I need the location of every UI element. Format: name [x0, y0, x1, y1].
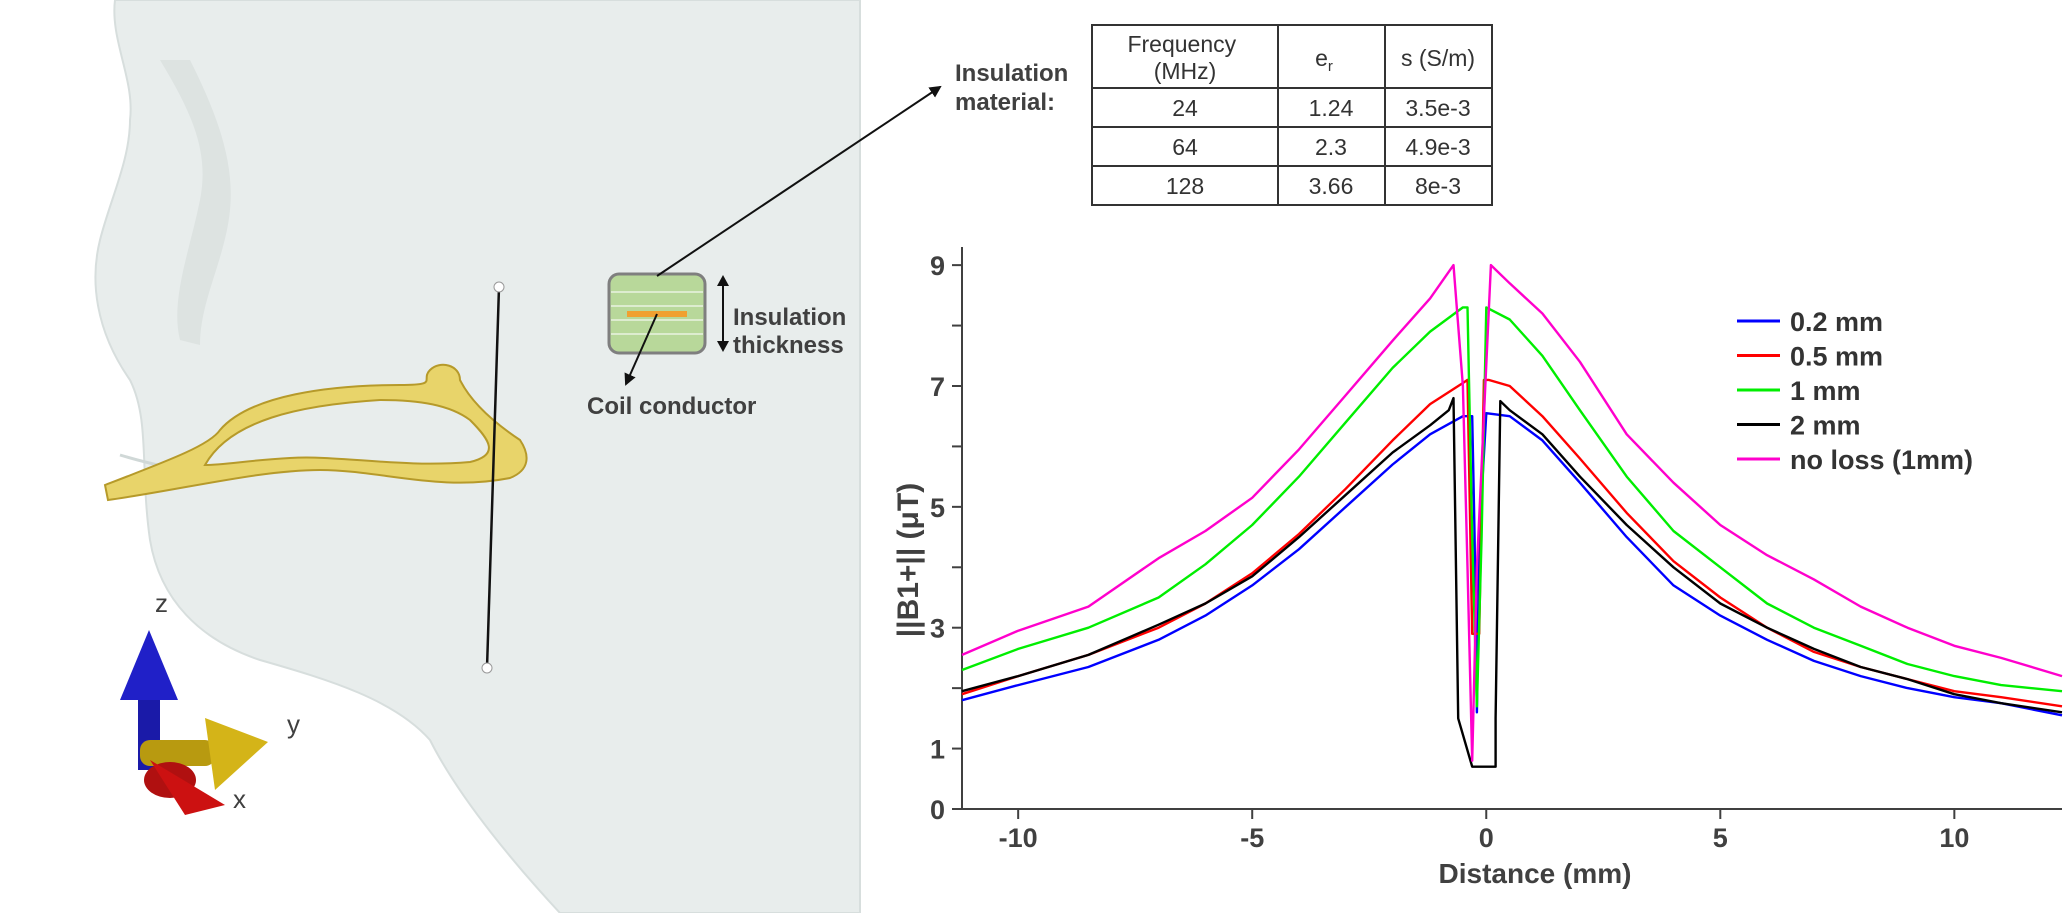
coil-conductor-label: Coil conductor [587, 393, 756, 420]
b1-chart: 0 1 3 5 7 9 -10 -5 0 5 10 Distance (mm) ||B1+|| (… [892, 247, 2063, 889]
insulation-material-label: Insulation material: [955, 60, 1075, 116]
y-tick-label: 3 [930, 614, 945, 644]
axis-label-x: x [233, 784, 246, 814]
table-cell: 3.66 [1309, 173, 1354, 199]
x-axis-title: Distance (mm) [1439, 858, 1632, 889]
x-axis-ticks: -10 -5 0 5 10 [999, 809, 1969, 853]
x-tick-label: -5 [1240, 823, 1264, 853]
series-line-4 [961, 263, 2063, 762]
material-table: Frequency (MHz) er s (S/m) 24 1.24 3.5e-… [1091, 24, 1493, 206]
probe-end-top [493, 281, 505, 293]
table-cell: 2.3 [1315, 134, 1347, 160]
y-tick-label: 1 [930, 735, 945, 765]
permittivity-subscript: r [1328, 58, 1333, 75]
insulation-thickness-line1: Insulation [733, 304, 846, 331]
coil-conductor-arrow [624, 313, 658, 386]
y-axis-ticks: 0 1 3 5 7 9 [930, 251, 962, 825]
y-arrow-shaft [140, 740, 215, 766]
y-tick-label: 9 [930, 251, 945, 281]
material-arrow [656, 85, 942, 277]
legend-label: no loss (1mm) [1790, 445, 1973, 475]
series-line-3 [961, 396, 2063, 768]
y-tick-label: 5 [930, 493, 945, 523]
head-illustration: z y x [94, 0, 861, 913]
probe-line [485, 286, 501, 669]
z-arrow-head [120, 630, 178, 700]
chart-legend: 0.2 mm 0.5 mm 1 mm 2 mm no loss (1mm) [1737, 307, 1973, 475]
legend-label: 0.2 mm [1790, 307, 1883, 337]
legend-label: 1 mm [1790, 376, 1861, 406]
axis-label-y: y [287, 709, 300, 739]
table-cell: 8e-3 [1415, 173, 1461, 199]
table-cell: 3.5e-3 [1405, 95, 1470, 121]
table-header-frequency: Frequency (MHz) [1127, 31, 1242, 84]
table-cell: 4.9e-3 [1405, 134, 1470, 160]
x-tick-label: 10 [1939, 823, 1969, 853]
probe-end-bottom [481, 662, 493, 674]
permittivity-symbol: e [1315, 45, 1328, 71]
table-cell: 64 [1172, 134, 1198, 160]
head-shadow [160, 60, 231, 345]
y-axis-title: ||B1+|| (μT) [892, 483, 925, 637]
y-tick-label: 0 [930, 795, 945, 825]
x-tick-label: 0 [1479, 823, 1494, 853]
legend-label: 0.5 mm [1790, 342, 1883, 372]
series-line-2 [961, 306, 2063, 708]
x-tick-label: 5 [1713, 823, 1728, 853]
table-cell: 24 [1172, 95, 1198, 121]
x-arrow-head [150, 760, 225, 815]
series-lines [961, 263, 2063, 768]
insulation-thickness-line2: thickness [733, 332, 844, 359]
axis-triad: z y x [120, 588, 300, 815]
y-arrow-head [205, 718, 268, 790]
axis-label-z: z [155, 588, 168, 618]
table-cell: 128 [1166, 173, 1204, 199]
thickness-arrow-bottom [717, 341, 729, 352]
thickness-arrow-top [717, 275, 729, 286]
insulation-material-line1: Insulation [955, 60, 1068, 87]
coil-inner [203, 398, 490, 467]
insulation-schematic: Insulation thickness Coil conductor Insu… [587, 60, 1075, 420]
series-line-1 [961, 378, 2063, 708]
insulation-material-line2: material: [955, 89, 1055, 116]
y-tick-label: 7 [930, 372, 945, 402]
table-frame [1091, 24, 1493, 206]
x-tick-label: -10 [999, 823, 1038, 853]
table-cell: 1.24 [1309, 95, 1354, 121]
insulation-thickness-label: Insulation thickness [733, 304, 853, 359]
table-header-frequency-line2: (MHz) [1154, 58, 1217, 84]
table-header-frequency-line1: Frequency [1127, 31, 1236, 57]
legend-label: 2 mm [1790, 411, 1861, 441]
table-header-permittivity: er [1315, 45, 1333, 75]
table-header-conductivity: s (S/m) [1401, 45, 1475, 71]
